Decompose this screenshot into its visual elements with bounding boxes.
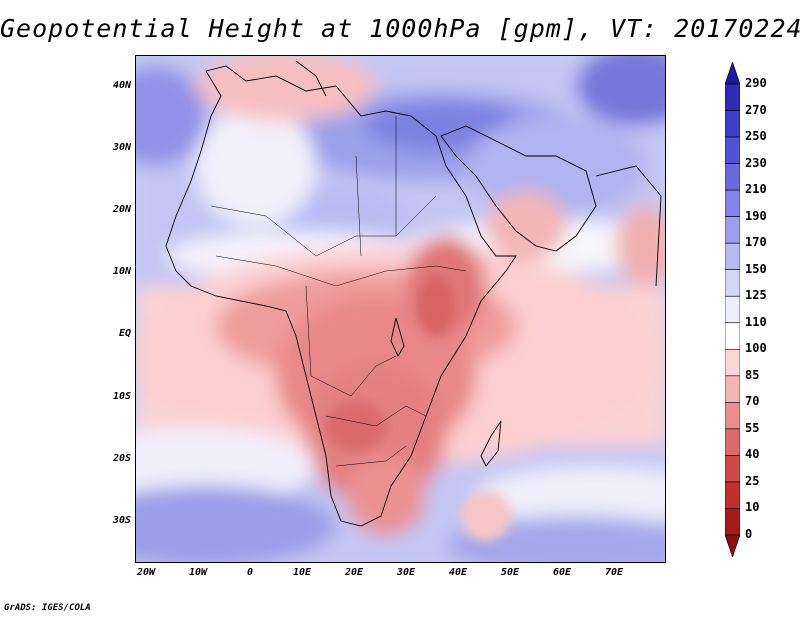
colorbar <box>725 62 740 557</box>
lon-label-70e: 70E <box>604 567 624 578</box>
colorbar-level-label: 125 <box>745 288 767 303</box>
colorbar-level-label: 85 <box>745 367 760 382</box>
colorbar-segment <box>725 402 740 430</box>
colorbar-segment <box>725 455 740 483</box>
lon-label-20e: 20E <box>344 567 364 578</box>
lon-label-60e: 60E <box>552 567 572 578</box>
coastlines <box>165 60 662 527</box>
colorbar-level-label: 70 <box>745 394 760 409</box>
lat-label-10n: 10N <box>112 266 131 277</box>
colorbar-level-label: 290 <box>745 76 767 90</box>
colorbar-segment <box>725 508 740 536</box>
lon-label-10e: 10E <box>292 567 312 578</box>
colorbar-segment <box>725 375 740 403</box>
map-title: Geopotential Height at 1000hPa [gpm], VT… <box>0 14 800 43</box>
lon-label-50e: 50E <box>500 567 520 578</box>
colorbar-level-label: 100 <box>745 341 767 356</box>
colorbar-segment <box>725 242 740 271</box>
colorbar-segment <box>725 62 740 85</box>
lat-label-eq: EQ <box>118 328 131 339</box>
map-field-svg <box>136 56 665 562</box>
lat-label-20s: 20S <box>112 453 131 464</box>
colorbar-segment <box>725 83 740 111</box>
lat-label-30s: 30S <box>112 515 131 526</box>
colorbar-segment <box>725 348 740 377</box>
colorbar-level-label: 210 <box>745 182 767 197</box>
lat-label-10s: 10S <box>112 391 131 402</box>
colorbar-segment <box>725 216 740 244</box>
colorbar-level-label: 40 <box>745 447 760 462</box>
lon-label-0: 0 <box>246 567 254 578</box>
colorbar-segment <box>725 110 740 138</box>
colorbar-segment <box>725 163 740 191</box>
colorbar-level-label: 10 <box>745 500 760 515</box>
colorbar-level-label: 150 <box>745 261 767 276</box>
colorbar-level-label: 270 <box>745 102 767 117</box>
colorbar-level-label: 25 <box>745 473 760 488</box>
lat-label-20n: 20N <box>112 204 131 215</box>
colorbar-level-label: 170 <box>745 235 767 250</box>
lon-label-20w: 20W <box>136 567 156 578</box>
map-plot-area <box>135 55 666 563</box>
colorbar-segment <box>725 534 740 557</box>
colorbar-level-label: 0 <box>745 527 753 541</box>
colorbar-level-label: 110 <box>745 314 767 329</box>
credit-label: GrADS: IGES/COLA <box>4 603 91 613</box>
lon-label-40e: 40E <box>448 567 468 578</box>
colorbar-segment <box>725 295 740 324</box>
colorbar-segment <box>725 269 740 297</box>
lat-label-40n: 40N <box>112 80 131 91</box>
colorbar-level-label: 250 <box>745 129 767 144</box>
lon-label-30e: 30E <box>396 567 416 578</box>
colorbar-level-label: 190 <box>745 208 767 223</box>
colorbar-segment <box>725 136 740 164</box>
colorbar-level-label: 230 <box>745 155 767 170</box>
colorbar-level-label: 55 <box>745 420 760 435</box>
colorbar-segment <box>725 428 740 456</box>
lon-label-10w: 10W <box>188 567 208 578</box>
country-borders <box>210 116 467 467</box>
colorbar-segment <box>725 322 740 350</box>
colorbar-segment <box>725 189 740 217</box>
lat-label-30n: 30N <box>112 142 131 153</box>
colorbar-segment <box>725 481 740 509</box>
